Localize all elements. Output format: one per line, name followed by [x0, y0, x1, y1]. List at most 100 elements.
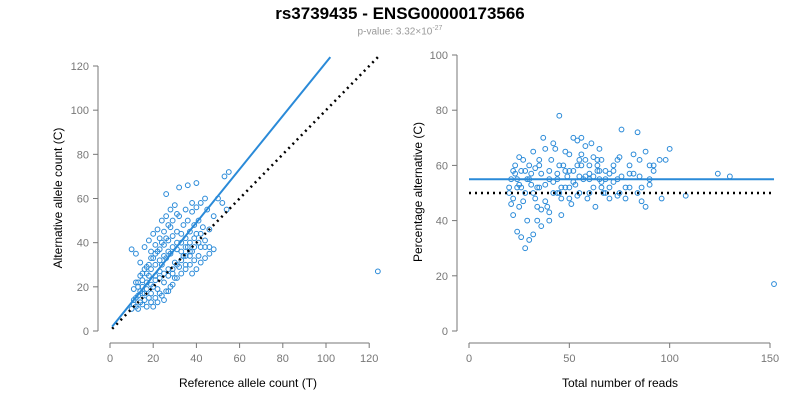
right-y-tick-label: 0: [442, 326, 448, 338]
right-data-point: [534, 217, 541, 224]
left-data-point: [169, 266, 176, 273]
left-data-point: [206, 226, 213, 233]
right-data-point: [522, 245, 529, 252]
left-data-point: [171, 202, 178, 209]
right-data-point: [564, 173, 571, 180]
left-data-point: [195, 253, 202, 259]
right-data-point: [634, 190, 641, 196]
left-x-tick-label: 80: [277, 353, 289, 365]
left-data-point: [128, 306, 135, 312]
right-data-point: [536, 184, 543, 191]
right-data-point: [520, 198, 527, 205]
right-ylabel: Percentage alternative (C): [411, 122, 425, 262]
right-y-tick-label: 80: [436, 105, 448, 117]
right-y-tick-label: 40: [436, 216, 448, 228]
left-data-point: [133, 279, 139, 286]
left-data-point: [193, 266, 200, 273]
left-x-tick-label: 20: [147, 353, 159, 365]
right-data-point: [560, 162, 567, 169]
right-data-point: [598, 184, 605, 191]
left-data-point: [174, 211, 180, 217]
right-data-point: [522, 190, 529, 196]
right-data-point: [526, 237, 533, 243]
right-data-point: [582, 156, 589, 163]
right-data-point: [610, 162, 617, 169]
right-data-point: [650, 168, 657, 174]
right-data-point: [538, 170, 545, 177]
right-data-point: [771, 281, 777, 287]
left-data-point: [152, 294, 159, 301]
right-data-point: [658, 195, 665, 202]
left-data-point: [193, 204, 200, 211]
left-data-point: [158, 292, 165, 299]
right-x-tick-label: 150: [761, 353, 779, 365]
right-data-point: [592, 203, 599, 210]
left-data-point: [182, 244, 189, 250]
left-data-point: [202, 237, 208, 244]
left-data-point: [165, 288, 172, 295]
left-data-point: [223, 206, 230, 213]
right-data-point: [540, 134, 547, 141]
right-data-point: [630, 151, 637, 158]
right-data-point: [562, 148, 569, 155]
left-data-point: [219, 200, 226, 206]
right-data-point: [656, 156, 663, 163]
right-data-point: [588, 140, 595, 147]
left-data-point: [148, 266, 154, 273]
right-data-point: [554, 170, 561, 177]
right-data-point: [586, 162, 593, 169]
left-data-point: [187, 248, 193, 255]
right-data-point: [584, 195, 591, 202]
left-data-point: [374, 268, 381, 275]
right-data-point: [626, 184, 633, 191]
right-data-point: [662, 156, 669, 163]
right-data-point: [630, 170, 637, 177]
right-data-point: [526, 162, 533, 169]
left-x-tick-label: 60: [233, 353, 245, 365]
right-data-point: [542, 198, 549, 205]
right-data-point: [546, 217, 553, 224]
right-data-point: [550, 190, 557, 196]
left-data-point: [154, 226, 161, 233]
left-data-point: [191, 257, 198, 264]
right-data-point: [528, 170, 535, 177]
left-data-point: [191, 222, 198, 228]
right-data-point: [638, 184, 645, 191]
left-data-point: [163, 191, 170, 197]
left-x-tick-label: 120: [360, 353, 378, 365]
left-data-point: [143, 286, 150, 292]
left-data-point: [189, 248, 195, 255]
left-data-point: [180, 222, 187, 228]
right-data-point: [518, 184, 525, 191]
right-data-point: [596, 168, 603, 174]
right-data-point: [528, 181, 535, 188]
right-data-point: [516, 154, 523, 161]
right-data-point: [618, 126, 625, 133]
left-data-point: [156, 235, 163, 242]
left-data-point: [145, 294, 152, 301]
right-data-point: [646, 181, 653, 188]
left-data-point: [178, 248, 185, 255]
left-xlabel: Reference allele count (T): [179, 376, 317, 390]
left-data-point: [195, 217, 202, 224]
left-data-point: [158, 217, 165, 224]
left-data-point: [158, 261, 165, 268]
right-data-point: [642, 148, 649, 155]
left-y-tick-label: 100: [71, 105, 89, 117]
right-data-point: [576, 173, 583, 180]
left-data-point: [161, 270, 167, 277]
left-data-point: [148, 248, 154, 255]
left-data-point: [152, 250, 159, 257]
left-data-point: [171, 275, 178, 281]
right-data-point: [576, 156, 583, 163]
left-x-tick-label: 40: [190, 353, 202, 365]
right-data-point: [518, 234, 525, 241]
right-data-point: [562, 168, 569, 174]
left-data-point: [154, 299, 161, 306]
left-data-point: [163, 288, 170, 295]
left-data-point: [197, 200, 204, 206]
right-data-point: [594, 156, 601, 163]
right-data-point: [568, 201, 575, 207]
right-data-point: [510, 212, 517, 218]
right-data-point: [626, 170, 633, 177]
